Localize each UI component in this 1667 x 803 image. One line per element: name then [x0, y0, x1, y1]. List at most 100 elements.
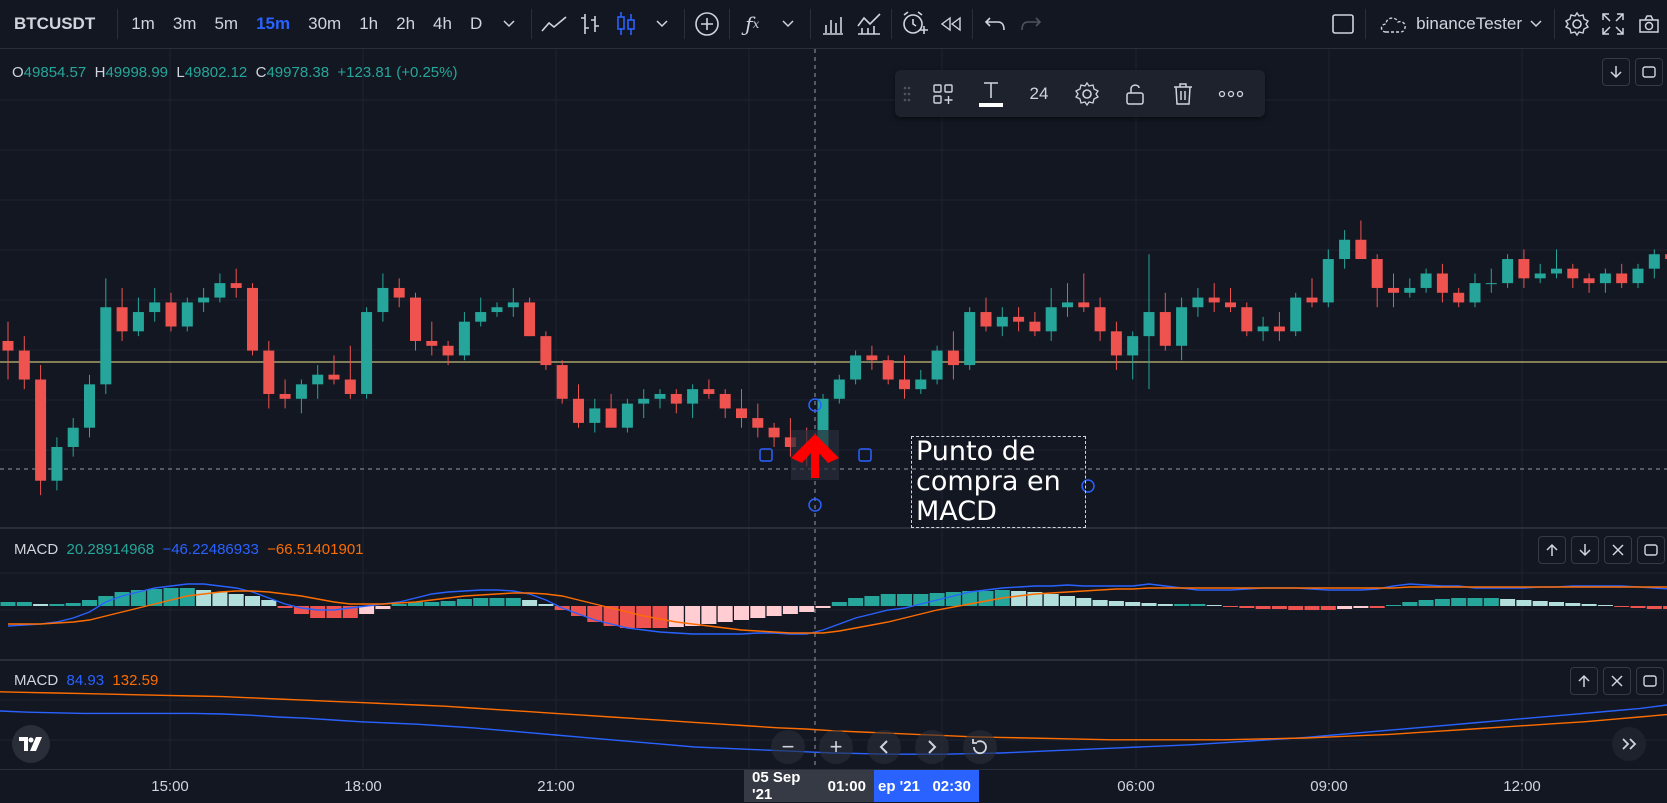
- candle-body: [231, 283, 242, 288]
- close-icon[interactable]: [1604, 536, 1632, 564]
- range-date: ep '21: [878, 778, 920, 795]
- timeframe-30m[interactable]: 30m: [299, 14, 350, 34]
- symbol-search[interactable]: BTCUSDT: [0, 14, 113, 34]
- candle-body: [296, 384, 307, 398]
- macd-histogram-bar: [816, 606, 831, 608]
- time-tick: 18:00: [344, 778, 382, 795]
- timeframe-1m[interactable]: 1m: [122, 14, 164, 34]
- arrow-up-icon[interactable]: [1538, 536, 1566, 564]
- time-tick: 06:00: [1117, 778, 1155, 795]
- drag-handle-icon[interactable]: [895, 70, 919, 117]
- candle-body: [133, 312, 144, 331]
- templates-icon[interactable]: [851, 6, 887, 42]
- zoom-out-icon[interactable]: −: [771, 730, 805, 764]
- arrow-down-icon[interactable]: [1571, 536, 1599, 564]
- macd-line: [8, 556, 1667, 634]
- arrow-up-icon[interactable]: [1570, 667, 1598, 695]
- macd-histogram-bar: [832, 602, 847, 606]
- candle-body: [1470, 283, 1481, 302]
- timeframe-d[interactable]: D: [461, 14, 491, 34]
- macd1-legend[interactable]: MACD 20.28914968 −46.22486933 −66.514019…: [14, 541, 364, 558]
- macd-histogram-bar: [767, 606, 782, 616]
- macd-histogram-bar: [1256, 606, 1271, 609]
- candle-body: [769, 428, 780, 438]
- macd2-legend[interactable]: MACD 84.93 132.59: [14, 672, 158, 689]
- scroll-left-icon[interactable]: [867, 730, 901, 764]
- candle-body: [410, 298, 421, 341]
- text-color-icon[interactable]: [967, 70, 1015, 117]
- template-add-icon[interactable]: [919, 70, 967, 117]
- scroll-right-icon[interactable]: [915, 730, 949, 764]
- reset-chart-icon[interactable]: [963, 730, 997, 764]
- chart-canvas[interactable]: [0, 49, 1667, 769]
- close-icon[interactable]: [1603, 667, 1631, 695]
- replay-icon[interactable]: [932, 6, 968, 42]
- settings-gear-icon[interactable]: [1063, 70, 1111, 117]
- macd-pane-1: [1, 556, 1667, 634]
- maximize-pane-icon[interactable]: [1637, 536, 1665, 564]
- annotation-line: MACD: [916, 497, 1085, 527]
- maximize-pane-icon[interactable]: [1635, 58, 1663, 86]
- lock-icon[interactable]: [1111, 70, 1159, 117]
- line-chart-icon[interactable]: [536, 6, 572, 42]
- arrow-down-icon[interactable]: [1602, 58, 1630, 86]
- text-annotation[interactable]: Punto de compra en MACD: [911, 436, 1086, 528]
- candle-body: [117, 307, 128, 331]
- macd-histogram-bar: [506, 598, 521, 606]
- chevron-down-icon[interactable]: [491, 6, 527, 42]
- candle-body: [247, 288, 258, 351]
- zoom-in-icon[interactable]: +: [819, 730, 853, 764]
- tradingview-logo[interactable]: [12, 725, 50, 763]
- font-size-selector[interactable]: 24: [1015, 70, 1063, 117]
- candle-body: [19, 351, 30, 380]
- macd-histogram-bar: [1402, 602, 1417, 606]
- layout-icon[interactable]: [1325, 6, 1361, 42]
- macd-histogram-bar: [1647, 606, 1662, 609]
- candle-body: [263, 351, 274, 394]
- timeframe-5m[interactable]: 5m: [205, 14, 247, 34]
- scroll-to-realtime-icon[interactable]: [1612, 727, 1646, 761]
- settings-gear-icon[interactable]: [1559, 6, 1595, 42]
- close-label: C: [256, 64, 267, 81]
- chevron-down-icon[interactable]: [770, 6, 806, 42]
- macd-histogram-bar: [278, 606, 293, 608]
- macd2-signal-value: 132.59: [112, 672, 158, 689]
- fullscreen-icon[interactable]: [1595, 6, 1631, 42]
- trash-icon[interactable]: [1159, 70, 1207, 117]
- macd-histogram-bar: [669, 606, 684, 627]
- timeframe-3m[interactable]: 3m: [164, 14, 206, 34]
- chevron-down-icon[interactable]: [644, 6, 680, 42]
- bars-chart-icon[interactable]: [572, 6, 608, 42]
- more-options-icon[interactable]: [1207, 70, 1255, 117]
- up-arrow-drawing[interactable]: [760, 399, 871, 511]
- candle-body: [68, 428, 79, 447]
- add-compare-icon[interactable]: [689, 6, 725, 42]
- macd-histogram-bar: [1305, 606, 1320, 610]
- macd-histogram-bar: [441, 601, 456, 606]
- time-tick: 15:00: [151, 778, 189, 795]
- ohlc-legend: O49854.57 H49998.99 L49802.12 C49978.38 …: [12, 64, 457, 81]
- maximize-pane-icon[interactable]: [1636, 667, 1664, 695]
- snapshot-camera-icon[interactable]: [1631, 6, 1667, 42]
- drawing-toolbar: 24: [895, 70, 1265, 117]
- timeframe-4h[interactable]: 4h: [424, 14, 461, 34]
- change-value: +123.81 (+0.25%): [337, 64, 457, 81]
- macd-histogram-bar: [196, 590, 211, 606]
- account-selector[interactable]: binanceTester: [1370, 14, 1550, 34]
- candle-body: [166, 302, 177, 326]
- alert-clock-icon[interactable]: [896, 6, 932, 42]
- candles-chart-icon[interactable]: [608, 6, 644, 42]
- candle-body: [720, 394, 731, 408]
- financials-icon[interactable]: [815, 6, 851, 42]
- selected-range-time-label: ep '21 02:30: [874, 770, 979, 802]
- timeframe-2h[interactable]: 2h: [387, 14, 424, 34]
- candle-body: [573, 399, 584, 423]
- macd-histogram-bar: [82, 600, 97, 606]
- undo-icon[interactable]: [977, 6, 1013, 42]
- macd-histogram-bar: [864, 596, 879, 606]
- timeframe-1h[interactable]: 1h: [350, 14, 387, 34]
- macd-histogram-bar: [1614, 606, 1629, 607]
- timeframe-15m[interactable]: 15m: [247, 14, 299, 34]
- candle-body: [280, 394, 291, 399]
